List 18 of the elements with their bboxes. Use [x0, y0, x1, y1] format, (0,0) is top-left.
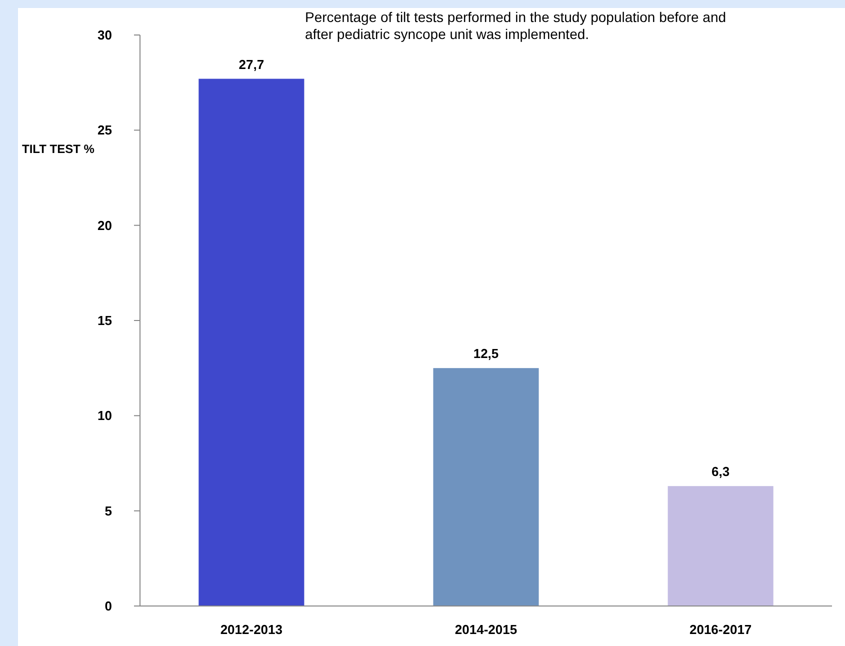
- x-tick-label: 2014-2015: [454, 622, 518, 637]
- y-tick-label: 30: [98, 28, 112, 43]
- y-tick-label: 15: [98, 313, 112, 328]
- data-label: 27,7: [238, 56, 264, 72]
- y-tick-label: 0: [104, 598, 112, 614]
- bar: [433, 368, 539, 606]
- y-tick-label: 10: [98, 408, 112, 424]
- y-tick-label: 25: [98, 122, 112, 138]
- bar: [198, 78, 304, 606]
- data-label: 12,5: [473, 346, 499, 362]
- x-tick-label: 2012-2013: [220, 622, 283, 637]
- chart-title: Percentage of tilt tests performed in the study population before and after pediatric syncope unit was implemented.: [305, 9, 726, 42]
- bar: [668, 486, 774, 606]
- y-tick-label: 20: [98, 218, 112, 233]
- y-axis-title: TILT TEST %: [22, 142, 95, 156]
- x-tick-label: 2016-2017: [689, 622, 752, 637]
- data-label: 6,3: [712, 464, 730, 480]
- y-tick-label: 5: [104, 503, 112, 518]
